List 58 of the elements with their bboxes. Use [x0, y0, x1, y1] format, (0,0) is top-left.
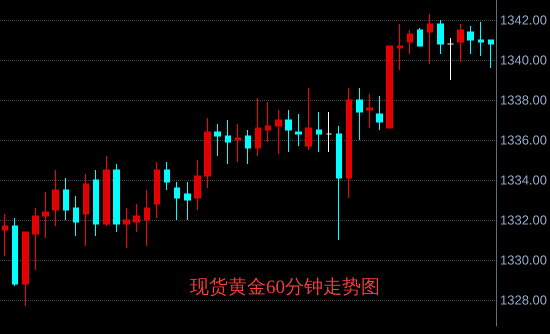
y-tick-label: 1340.00 — [500, 52, 548, 68]
candlestick — [305, 88, 312, 150]
candlestick — [93, 170, 99, 236]
candlestick — [83, 174, 89, 246]
candlestick — [326, 112, 332, 152]
candlestick — [52, 170, 59, 226]
candlestick — [73, 196, 79, 236]
candlestick — [467, 26, 474, 54]
y-tick-label: 1336.00 — [500, 132, 548, 148]
y-tick-label: 1328.00 — [500, 292, 548, 308]
candlestick — [32, 208, 39, 270]
candlestick — [245, 130, 251, 164]
candlestick — [235, 124, 241, 162]
candlestick — [225, 120, 231, 164]
candlestick — [457, 24, 464, 62]
candlestick — [214, 124, 221, 156]
candlestick — [63, 178, 69, 220]
candlestick — [255, 98, 261, 156]
candlestick — [316, 112, 322, 152]
candlestick — [478, 22, 484, 56]
candlestick — [427, 14, 433, 64]
candlestick — [356, 88, 363, 140]
candlestick — [346, 88, 352, 198]
candlestick — [103, 156, 110, 226]
candlestick — [275, 110, 282, 154]
candlestick — [417, 28, 423, 46]
y-tick-label: 1330.00 — [500, 252, 548, 268]
candlestick — [42, 192, 49, 238]
candlestick — [265, 102, 271, 142]
candlestick — [164, 162, 170, 190]
candlestick — [113, 164, 120, 232]
candlestick — [2, 214, 8, 256]
candlestick — [154, 162, 160, 218]
y-tick-label: 1332.00 — [500, 212, 548, 228]
candlestick — [447, 38, 454, 80]
candlestick — [133, 204, 140, 232]
y-tick-label: 1338.00 — [500, 92, 548, 108]
candlestick — [184, 182, 191, 220]
candlestick — [336, 126, 342, 240]
y-tick-label: 1334.00 — [500, 172, 548, 188]
candlestick — [488, 40, 494, 68]
candlestick — [407, 30, 413, 54]
candlestick — [174, 182, 180, 220]
candlestick — [397, 24, 403, 70]
candlestick — [285, 110, 292, 152]
annotation: 现货黄金60分钟走势图 — [190, 277, 380, 298]
y-tick-label: 1342.00 — [500, 12, 548, 28]
candlestick — [295, 114, 302, 146]
candlestick — [123, 208, 130, 248]
candlestick — [22, 232, 29, 306]
candlestick — [437, 20, 444, 54]
candlestick — [144, 190, 150, 246]
candlestick — [12, 218, 18, 286]
candlestick — [386, 46, 393, 128]
candlestick — [204, 118, 211, 188]
candlestick — [194, 160, 201, 210]
candlestick — [376, 96, 383, 130]
candlestick — [366, 94, 373, 128]
